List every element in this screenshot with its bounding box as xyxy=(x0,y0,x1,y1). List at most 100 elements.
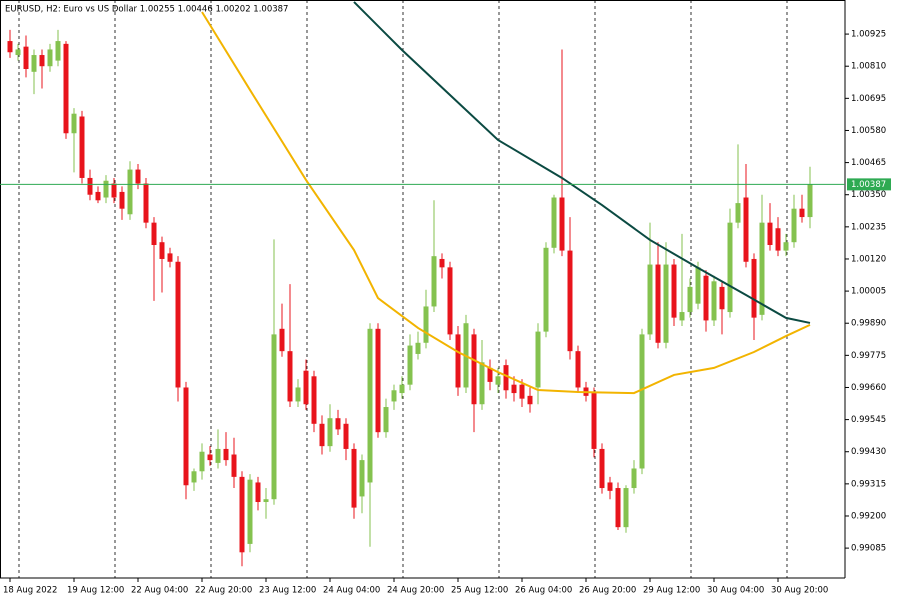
candle-body xyxy=(31,55,37,72)
candle-body xyxy=(47,49,53,67)
y-tick-label: 1.00695 xyxy=(851,94,886,104)
candle-body xyxy=(279,328,285,352)
candle-body xyxy=(439,258,445,268)
candle-body xyxy=(351,448,357,508)
x-tick-label: 29 Aug 12:00 xyxy=(643,586,700,596)
candle-body xyxy=(247,479,253,544)
x-tick-label: 30 Aug 20:00 xyxy=(771,586,828,596)
y-tick-label: 1.00925 xyxy=(851,30,886,40)
candle-body xyxy=(487,367,493,382)
candle-body xyxy=(535,331,541,388)
last-price-label: 1.00387 xyxy=(851,180,886,190)
candle-body xyxy=(695,267,701,304)
y-tick-label: 1.00120 xyxy=(851,254,886,264)
candle-body xyxy=(39,55,45,67)
x-tick-label: 30 Aug 04:00 xyxy=(707,586,764,596)
candle-body xyxy=(807,184,813,218)
candle-body xyxy=(79,116,85,178)
y-tick-label: 1.00580 xyxy=(851,126,886,136)
candle-body xyxy=(103,180,109,198)
candle-body xyxy=(87,177,93,195)
candle-body xyxy=(191,471,197,483)
candle-body xyxy=(567,250,573,352)
candle-body xyxy=(223,448,229,461)
y-tick-label: 1.00005 xyxy=(851,287,886,297)
candle-body xyxy=(127,169,133,215)
candle-body xyxy=(735,203,741,223)
candle-body xyxy=(407,345,413,385)
candle-body xyxy=(711,281,717,321)
candle-body xyxy=(383,407,389,433)
candle-body xyxy=(135,169,141,184)
candle-body xyxy=(719,286,725,310)
candle-body xyxy=(591,393,597,449)
x-tick-label: 25 Aug 12:00 xyxy=(451,586,508,596)
candle-body xyxy=(175,261,181,388)
candle-body xyxy=(95,191,101,201)
x-tick-label: 26 Aug 04:00 xyxy=(515,586,572,596)
candle-body xyxy=(319,423,325,447)
candle-body xyxy=(511,384,517,394)
candle-body xyxy=(71,113,77,134)
candle-body xyxy=(455,334,461,388)
candle-body xyxy=(655,264,661,343)
candle-body xyxy=(543,247,549,332)
candle-body xyxy=(527,395,533,405)
candle-body xyxy=(471,334,477,405)
candle-body xyxy=(271,334,277,500)
y-tick-label: 0.99890 xyxy=(851,319,886,329)
candle-body xyxy=(167,253,173,262)
candle-body xyxy=(183,387,189,486)
candle-body xyxy=(15,49,21,56)
candle-body xyxy=(647,264,653,335)
candle-body xyxy=(367,328,373,483)
candle-body xyxy=(63,43,69,134)
y-tick-label: 0.99085 xyxy=(851,544,886,554)
x-tick-label: 19 Aug 12:00 xyxy=(67,586,124,596)
y-tick-label: 0.99775 xyxy=(851,351,886,361)
candle-body xyxy=(399,384,405,394)
candle-body xyxy=(359,460,365,497)
candle-body xyxy=(703,275,709,321)
candle-body xyxy=(55,41,61,61)
candle-body xyxy=(551,197,557,248)
candle-body xyxy=(607,482,613,491)
candle-body xyxy=(759,222,765,315)
candle-body xyxy=(615,488,621,528)
candle-body xyxy=(503,365,509,391)
y-tick-label: 0.99200 xyxy=(851,511,886,521)
candle-body xyxy=(599,448,605,489)
x-tick-label: 22 Aug 20:00 xyxy=(195,586,252,596)
candle-body xyxy=(727,222,733,313)
y-tick-label: 0.99430 xyxy=(851,447,886,457)
candle-body xyxy=(447,267,453,335)
candle-body xyxy=(575,351,581,388)
candle-body xyxy=(311,376,317,424)
candle-body xyxy=(159,242,165,259)
candle-body xyxy=(799,208,805,218)
candle-body xyxy=(295,387,301,402)
candle-body xyxy=(231,454,237,477)
x-tick-label: 23 Aug 12:00 xyxy=(259,586,316,596)
candle-body xyxy=(431,256,437,307)
y-tick-label: 1.00810 xyxy=(851,62,886,72)
candle-body xyxy=(199,451,205,472)
candle-body xyxy=(7,41,13,53)
candle-body xyxy=(671,264,677,318)
candle-body xyxy=(415,342,421,354)
candle-body xyxy=(239,476,245,553)
candle-body xyxy=(143,183,149,223)
x-tick-label: 24 Aug 04:00 xyxy=(323,586,380,596)
candle-body xyxy=(263,499,269,503)
candle-body xyxy=(423,306,429,343)
candle-body xyxy=(255,482,261,503)
candle-body xyxy=(559,197,565,251)
candle-body xyxy=(111,183,117,198)
candle-body xyxy=(679,312,685,321)
candle-body xyxy=(751,258,757,318)
candle-body xyxy=(375,328,381,433)
moving-average-line xyxy=(353,1,811,324)
candle-body xyxy=(663,264,669,343)
candle-body xyxy=(639,334,645,469)
